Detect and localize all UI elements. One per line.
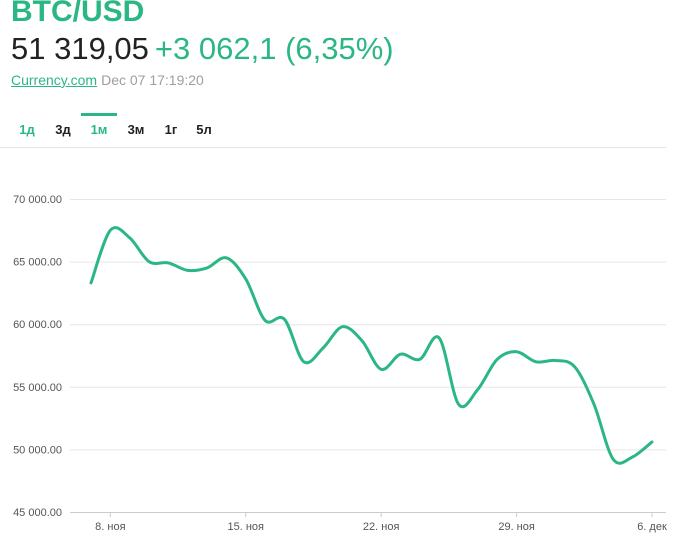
tab-3d[interactable]: 3д (55, 122, 71, 137)
data-point (186, 268, 190, 272)
source-link[interactable]: Currency.com (11, 72, 98, 88)
data-point (282, 317, 286, 321)
tab-1y[interactable]: 1г (164, 122, 178, 137)
data-point (650, 440, 654, 444)
y-tick-label: 65 000.00 (13, 257, 62, 269)
x-tick-label: 15. ноя (228, 521, 265, 533)
data-point (495, 357, 499, 361)
data-point (108, 228, 112, 232)
timestamp: Dec 07 17:19:20 (101, 72, 204, 88)
data-point (244, 277, 248, 281)
tab-3m[interactable]: 3м (127, 122, 145, 137)
price-change: +3 062,1 (6,35%) (154, 31, 394, 66)
data-point (302, 360, 306, 364)
x-tick-label: 22. ноя (363, 521, 400, 533)
data-point (205, 266, 209, 270)
tab-5y[interactable]: 5л (196, 122, 212, 137)
data-point (631, 455, 635, 459)
y-tick-label: 45 000.00 (13, 507, 62, 519)
data-point (437, 336, 441, 340)
y-tick-label: 55 000.00 (13, 382, 62, 394)
tab-1m[interactable]: 1м (81, 113, 117, 147)
timeframe-tabs: 1д 3д 1м 3м 1г 5л (0, 113, 666, 148)
data-point (515, 350, 519, 354)
x-tick-label: 29. ноя (498, 521, 535, 533)
data-point (592, 402, 596, 406)
x-tick-label: 6. дек (637, 521, 667, 533)
source-line: Currency.com Dec 07 17:19:20 (11, 71, 394, 89)
price-line: 51 319,05 +3 062,1 (6,35%) (11, 31, 394, 67)
data-point (379, 367, 383, 371)
tab-1d[interactable]: 1д (19, 122, 35, 137)
data-point (360, 339, 364, 343)
data-point (224, 256, 228, 260)
data-point (553, 359, 557, 363)
data-point (147, 260, 151, 264)
data-point (476, 387, 480, 391)
y-tick-label: 50 000.00 (13, 444, 62, 456)
y-tick-label: 60 000.00 (13, 319, 62, 331)
data-point (418, 357, 422, 361)
current-price: 51 319,05 (11, 31, 149, 66)
quote-header: BTC/USD 51 319,05 +3 062,1 (6,35%) Curren… (11, 0, 394, 89)
data-point (128, 236, 132, 240)
y-tick-label: 70 000.00 (13, 194, 62, 206)
data-point (263, 318, 267, 322)
data-point (321, 346, 325, 350)
data-point (166, 261, 170, 265)
price-series-line (89, 226, 654, 465)
data-point (457, 402, 461, 406)
data-point (534, 360, 538, 364)
data-point (399, 352, 403, 356)
data-point (89, 281, 93, 285)
currency-pair: BTC/USD (11, 0, 145, 28)
data-point (611, 457, 615, 461)
data-point (573, 365, 577, 369)
x-tick-label: 8. ноя (95, 521, 125, 533)
data-point (341, 325, 345, 329)
